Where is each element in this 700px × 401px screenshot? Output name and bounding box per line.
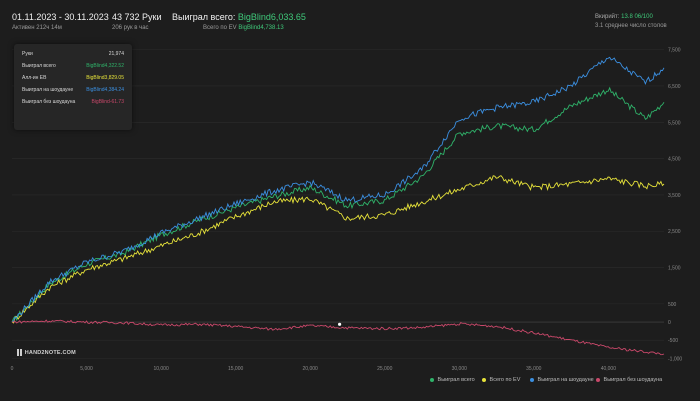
legend-dot-icon [596,377,600,382]
tooltip-row-allin-ev: Алл-ин EB BigBlind3,829.05 [22,75,124,81]
legend-label: Выиграл без шоудауна [603,377,663,383]
stats-header: 01.11.2023 - 30.11.2023 Активен 212ч 14м… [0,0,700,42]
y-tick-label: 2,500 [668,229,681,235]
tables-avg: 3.1 среднее число столов [595,23,667,29]
tooltip-value: BigBlind3,829.05 [86,75,124,81]
x-tick-label: 5,000 [80,366,93,372]
tooltip-label: Руки [22,51,33,57]
logo-bar-icon [17,349,19,356]
x-tick-label: 40,000 [601,366,617,372]
vpip-value: 13.8 06/100 [621,14,653,20]
x-tick-label: 10,000 [153,366,169,372]
won-total-value: BigBlind6,033.65 [237,12,306,22]
series-line-3 [11,56,665,323]
legend-label: Выиграл на шоудауне [537,377,594,383]
x-tick-label: 20,000 [303,366,319,372]
x-tick-label: 0 [11,366,14,372]
vpip: Вкирийт: 13.8 06/100 [595,14,667,20]
tooltip-value: BigBlind4,322.52 [86,63,124,69]
hands-per-hour: 206 рук в час [112,25,149,31]
legend-label: Выиграл всего [437,377,475,383]
x-tick-label: 35,000 [526,366,542,372]
legend-label: Всего по EV [489,377,521,383]
y-tick-label: 0 [668,320,671,326]
tooltip-label: Выиграл всего [22,63,56,69]
series-line-2 [11,175,665,324]
tooltip-label: Выиграл на шоудауне [22,87,74,93]
tooltip-row-showdown: Выиграл на шоудауне BigBlind4,384.24 [22,87,124,93]
legend-item-nonshowdown[interactable]: Выиграл без шоудауна [596,377,662,383]
hands-count: 43 732 Руки [112,12,162,22]
hover-marker [338,322,342,326]
y-tick-label: 3,500 [668,193,681,199]
hover-tooltip: Руки 21,974 Выиграл всего BigBlind4,322.… [14,44,132,130]
ev-total: Всего по EV BigBlind4,738.13 [203,25,306,31]
won-block: Выиграл всего: BigBlind6,033.65 Всего по… [172,12,306,31]
won-total: Выиграл всего: BigBlind6,033.65 [172,12,306,22]
ev-label: Всего по EV [203,25,237,31]
hands-block: 43 732 Руки 206 рук в час [112,12,162,31]
date-block[interactable]: 01.11.2023 - 30.11.2023 Активен 212ч 14м [12,12,109,31]
series-line-4 [11,319,665,356]
legend-dot-icon [430,377,434,382]
y-tick-label: 7,500 [668,48,681,54]
logo-text: HAND2NOTE.COM [24,349,76,356]
ev-value: BigBlind4,738.13 [238,25,284,31]
x-tick-label: 25,000 [377,366,393,372]
y-tick-label: 5,500 [668,120,681,126]
tooltip-row-nonshowdown: Выиграл без шоудауна BigBlind-61.73 [22,99,124,105]
y-tick-label: 4,500 [668,157,681,163]
tooltip-value: 21,974 [108,51,124,57]
won-total-label: Выиграл всего: [172,12,236,22]
tooltip-value: BigBlind4,384.24 [86,87,124,93]
legend-item-ev[interactable]: Всего по EV [482,377,520,383]
y-tick-label: -1,000 [668,356,682,362]
legend-item-won[interactable]: Выиграл всего [430,377,475,383]
legend-dot-icon [530,377,534,382]
active-time: Активен 212ч 14м [12,25,62,31]
tooltip-value: BigBlind-61.73 [91,99,124,105]
y-tick-label: 6,500 [668,84,681,90]
x-tick-label: 30,000 [452,366,468,372]
x-tick-label: 15,000 [228,366,244,372]
series-line-1 [11,86,665,323]
legend-item-showdown[interactable]: Выиграл на шоудауне [530,377,594,383]
tooltip-label: Алл-ин EB [22,75,47,81]
legend-dot-icon [482,377,486,382]
vpip-label: Вкирийт: [595,14,620,20]
date-range[interactable]: 01.11.2023 - 30.11.2023 [12,12,109,22]
y-tick-label: 500 [668,302,677,308]
hand2note-logo: HAND2NOTE.COM [17,349,76,356]
y-tick-label: -500 [668,338,678,344]
tooltip-row-won: Выиграл всего BigBlind4,322.52 [22,63,124,69]
y-tick-label: 1,500 [668,266,681,272]
tooltip-row-hands: Руки 21,974 [22,51,124,57]
logo-bar-icon [20,349,22,356]
vpip-block: Вкирийт: 13.8 06/100 3.1 среднее число с… [595,12,667,29]
tooltip-label: Выиграл без шоудауна [22,99,76,105]
